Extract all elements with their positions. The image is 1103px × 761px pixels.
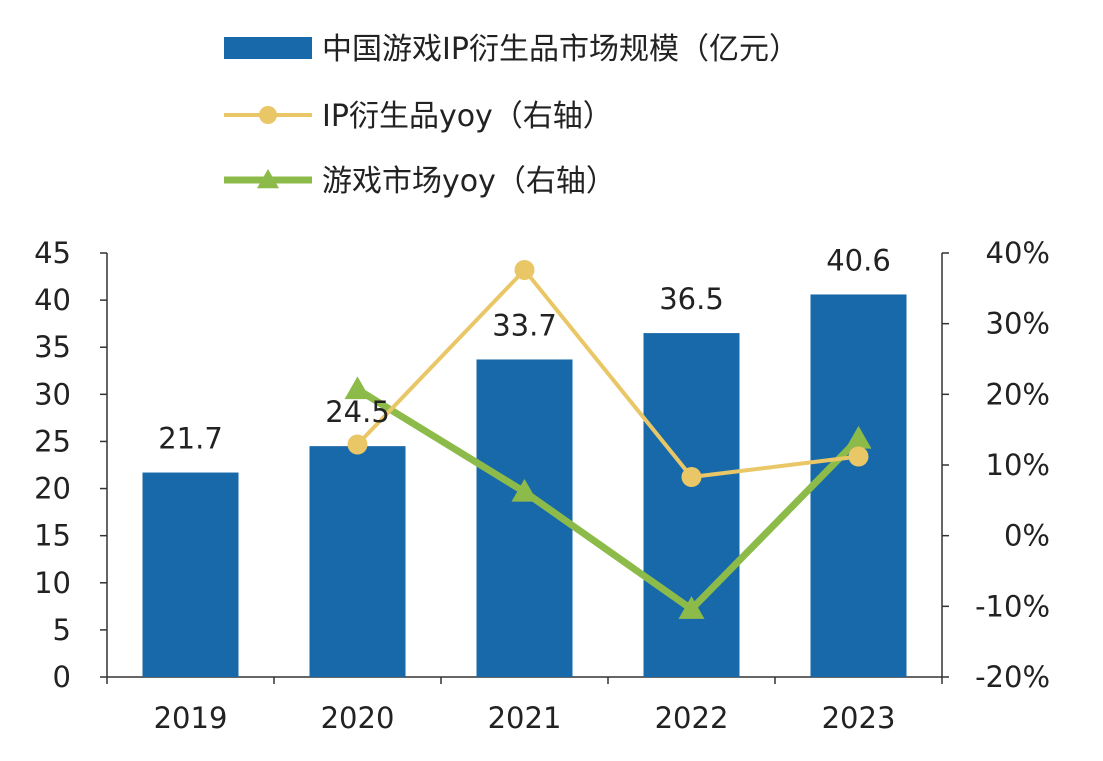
line-marker-circle: [347, 434, 368, 455]
right-tick-label: 20%: [986, 377, 1050, 411]
bar-data-label: 36.5: [659, 282, 724, 316]
right-tick-label: 30%: [986, 307, 1050, 341]
bar-data-label: 33.7: [492, 308, 557, 342]
axes: 0 5 10 15 20 25 30 35 40 45 -20% -10% 0% 10% 20% 30% 40%…: [34, 236, 1050, 735]
left-tick-label: 10: [34, 566, 71, 600]
right-tick-label: 10%: [986, 448, 1050, 482]
legend-marker-circle: [259, 106, 277, 124]
bar: [142, 472, 239, 677]
bar-data-label: 24.5: [325, 395, 390, 429]
bars: [142, 294, 907, 677]
legend: 中国游戏IP衍生品市场规模（亿元） IP衍生品yoy（右轴） 游戏市场yoy（右轴）: [224, 32, 799, 199]
line-marker-triangle: [845, 425, 872, 449]
legend-label: 中国游戏IP衍生品市场规模（亿元）: [322, 32, 799, 67]
left-tick-label: 0: [53, 660, 71, 694]
line-marker-circle: [514, 259, 535, 280]
legend-label: IP衍生品yoy（右轴）: [322, 99, 613, 134]
right-tick-label: -20%: [975, 660, 1050, 694]
bar: [309, 446, 406, 677]
series-line: [355, 386, 861, 613]
bar: [810, 294, 907, 677]
bar-data-label: 21.7: [158, 422, 223, 456]
x-tick-label: 2023: [822, 701, 896, 735]
legend-swatch-bar: [224, 37, 312, 59]
line-marker-triangle: [344, 376, 371, 400]
data-labels: 21.7 24.5 33.7 36.5 40.6: [158, 243, 891, 455]
right-tick-label: 0%: [1004, 519, 1050, 553]
bar-data-label: 40.6: [826, 243, 891, 277]
left-tick-label: 30: [34, 377, 71, 411]
legend-marker-triangle: [257, 169, 279, 189]
line-marker-triangle: [678, 596, 705, 619]
left-tick-label: 25: [34, 424, 71, 458]
x-tick-label: 2021: [488, 701, 562, 735]
x-tick-label: 2020: [321, 701, 395, 735]
right-tick-label: -10%: [975, 589, 1050, 623]
series-line: [356, 267, 859, 480]
left-tick-label: 35: [34, 330, 71, 364]
left-tick-label: 40: [34, 283, 71, 317]
lines: [344, 259, 872, 619]
left-tick-label: 5: [53, 613, 71, 647]
bar: [643, 333, 740, 677]
x-tick-label: 2019: [154, 701, 228, 735]
line-marker-circle: [848, 446, 869, 467]
right-tick-label: 40%: [986, 236, 1050, 270]
left-tick-label: 20: [34, 472, 71, 506]
left-tick-label: 15: [34, 519, 71, 553]
line-marker-triangle: [511, 478, 538, 502]
x-tick-label: 2022: [655, 701, 729, 735]
left-tick-label: 45: [34, 236, 71, 270]
line-marker-circle: [681, 467, 702, 488]
legend-label: 游戏市场yoy（右轴）: [322, 164, 616, 199]
